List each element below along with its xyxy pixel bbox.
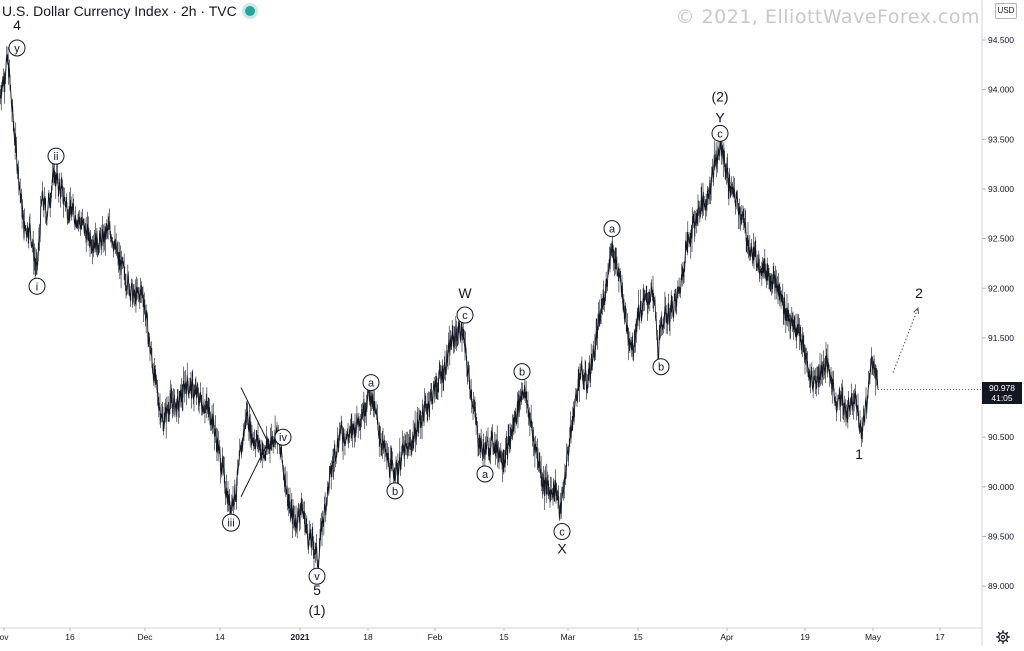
wave-label-circle: [513, 363, 531, 381]
gear-icon[interactable]: [996, 630, 1010, 644]
chart-header: U.S. Dollar Currency Index · 2h · TVC: [2, 3, 255, 19]
wave-label-circle: [362, 374, 380, 392]
x-tick-label: 15: [633, 632, 643, 642]
wave-label: c: [559, 527, 565, 539]
wave-label: (2): [711, 89, 728, 105]
wave-label-circle: [8, 39, 26, 57]
wave-label: b: [519, 367, 525, 379]
x-tick-label: 14: [215, 632, 225, 642]
wave-label: b: [658, 362, 664, 374]
wave-label: 5: [313, 582, 321, 598]
plot-area: [0, 46, 982, 573]
wave-label-circle: [47, 147, 65, 165]
wave-label: 4: [13, 17, 21, 33]
wave-label: (1): [308, 602, 325, 618]
last-price-label: 90.978 41:05: [982, 381, 1022, 404]
wave-label: 2: [915, 285, 923, 301]
last-price-value: 90.978: [989, 382, 1015, 393]
wave-label-circle: [652, 358, 670, 376]
x-tick-label: 2021: [291, 632, 310, 642]
wave-label: ii: [54, 151, 59, 163]
x-tick-label: Feb: [428, 632, 443, 642]
bar-countdown: 41:05: [991, 392, 1013, 403]
market-status-icon: [244, 6, 255, 16]
x-tick-label: 17: [935, 632, 945, 642]
currency-unit-badge[interactable]: USD: [995, 3, 1017, 19]
projection-arrow-head: [913, 307, 919, 315]
wave-label-circle: [28, 277, 46, 295]
wave-label-circle: [274, 428, 292, 446]
triangle-lower-line: [240, 441, 269, 498]
watermark: © 2021, ElliottWaveForex.com: [675, 6, 980, 28]
y-tick-label: 89.000: [988, 581, 1014, 591]
wave-label: W: [458, 285, 472, 301]
y-tick-label: 94.500: [988, 35, 1014, 45]
price-series: [0, 46, 879, 573]
x-tick-label: Mar: [561, 632, 576, 642]
y-tick-label: 90.000: [988, 482, 1014, 492]
wave-label: y: [14, 43, 20, 55]
y-tick-label: 89.500: [988, 532, 1014, 542]
wave-label: a: [609, 224, 616, 236]
wave-label-circle: [456, 306, 474, 324]
wave-label: iv: [279, 432, 287, 444]
wave-label: b: [392, 486, 398, 498]
wave-label-circle: [222, 513, 240, 532]
symbol-title[interactable]: U.S. Dollar Currency Index · 2h · TVC: [2, 3, 237, 19]
x-tick-label: 16: [65, 632, 75, 642]
x-tick-label: Apr: [720, 632, 733, 642]
y-tick-label: 92.500: [988, 234, 1014, 244]
y-tick-label: 93.000: [988, 184, 1014, 194]
price-line: [0, 53, 879, 570]
wave-label: 1: [855, 446, 863, 462]
triangle-upper-line: [240, 387, 269, 443]
x-tick-label: ov: [0, 632, 9, 642]
y-tick-label: 93.500: [988, 134, 1014, 144]
wave-label-circle: [476, 465, 494, 483]
projection-arrow-line: [892, 307, 919, 373]
wave-label-circle: [603, 220, 621, 238]
wave-label: iii: [227, 518, 234, 530]
y-tick-label: 91.500: [988, 333, 1014, 343]
y-tick-label: 94.000: [988, 85, 1014, 95]
x-tick-label: 15: [499, 632, 509, 642]
y-tick-label: 90.500: [988, 432, 1014, 442]
wave-label: i: [36, 281, 38, 293]
x-tick-label: 18: [363, 632, 373, 642]
wave-label-circle: [711, 124, 729, 142]
wave-label: a: [482, 469, 489, 481]
wave-label-circle: [386, 482, 404, 500]
wave-label: c: [462, 310, 468, 322]
wave-label: X: [557, 540, 567, 556]
wave-label: v: [314, 571, 320, 583]
y-tick-label: 92.000: [988, 283, 1014, 293]
wave-label-circle: [553, 523, 571, 541]
x-tick-label: Dec: [137, 632, 153, 642]
wave-label: Y: [715, 109, 725, 125]
wave-label-circle: [308, 567, 326, 585]
wave-label: c: [717, 128, 723, 140]
x-tick-label: 19: [800, 632, 810, 642]
wave-label: a: [368, 378, 375, 390]
x-tick-label: May: [865, 632, 882, 642]
